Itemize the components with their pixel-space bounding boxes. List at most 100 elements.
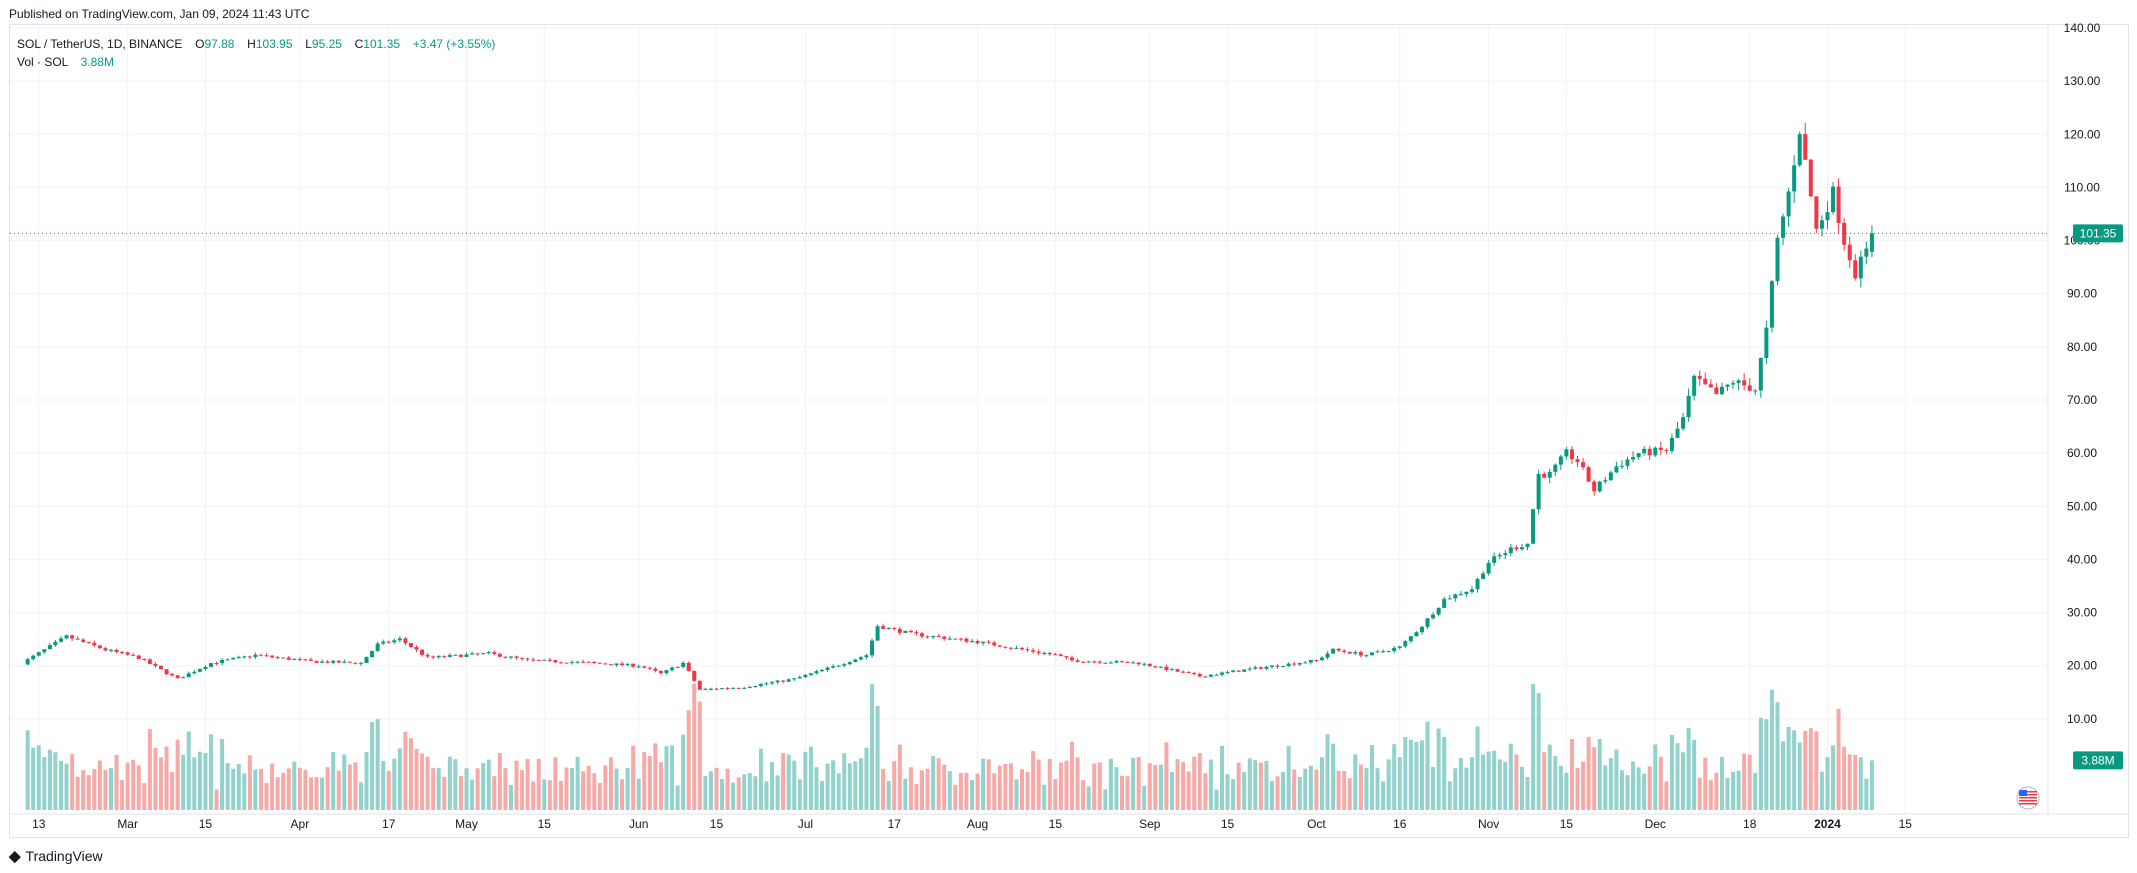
volume-bar — [1064, 760, 1069, 810]
candle-up — [753, 686, 758, 688]
volume-bar — [342, 754, 347, 810]
candle-up — [53, 641, 58, 646]
candle-up — [42, 649, 47, 653]
time-tick-label: 15 — [710, 817, 724, 831]
volume-bar — [975, 773, 980, 810]
candle-up — [820, 669, 825, 672]
candle-up — [931, 636, 936, 638]
volume-bar — [547, 780, 552, 810]
candle-up — [1431, 614, 1436, 619]
volume-bar — [531, 781, 536, 810]
volume-bar — [1275, 776, 1280, 810]
volume-bar — [125, 762, 130, 810]
volume-bar — [1392, 744, 1397, 810]
volume-bar — [1808, 728, 1813, 810]
volume-bar — [1075, 757, 1080, 810]
volume-bar — [725, 768, 730, 810]
candle-up — [1492, 556, 1497, 563]
candle-down — [414, 647, 419, 650]
candle-up — [1131, 662, 1136, 664]
candle-down — [1586, 467, 1591, 482]
candle-down — [1020, 647, 1025, 650]
candle-down — [120, 652, 125, 654]
volume-bar — [525, 759, 530, 810]
price-tick-label: 30.00 — [2067, 606, 2097, 620]
candle-up — [1208, 674, 1213, 677]
candle-up — [31, 655, 36, 660]
volume-bar — [964, 772, 969, 810]
volume-bar — [1636, 767, 1641, 810]
volume-bar — [31, 747, 36, 810]
candle-up — [203, 666, 208, 669]
volume-bar — [1797, 742, 1802, 810]
candle-up — [614, 663, 619, 666]
candle-up — [903, 630, 908, 633]
volume-bar — [1769, 689, 1774, 810]
candle-up — [1725, 384, 1730, 387]
legend-low: 95.25 — [311, 37, 342, 51]
volume-bar — [86, 775, 91, 810]
footer-branding[interactable]: ◆ TradingView — [9, 847, 103, 865]
volume-bar — [581, 771, 586, 810]
candle-down — [686, 662, 691, 671]
volume-bar — [81, 770, 86, 810]
candle-down — [986, 641, 991, 643]
grid — [10, 24, 2048, 814]
volume-bar — [986, 759, 991, 810]
candle-down — [1081, 661, 1086, 663]
volume-bar — [164, 746, 169, 810]
candle-up — [1436, 607, 1441, 615]
volume-bar — [381, 760, 386, 810]
candle-up — [1225, 671, 1230, 673]
price-tick-label: 130.00 — [2064, 74, 2101, 88]
candle-down — [503, 656, 508, 658]
candle-down — [1075, 660, 1080, 662]
volume-bar — [1453, 768, 1458, 810]
candle-down — [1047, 652, 1052, 655]
last-price-label: 101.35 — [2080, 226, 2117, 240]
volume-bar — [1131, 757, 1136, 810]
candle-up — [381, 641, 386, 644]
candle-up — [786, 679, 791, 682]
volume-bar — [208, 734, 213, 810]
volume-bar — [481, 763, 486, 810]
volume-bar — [358, 782, 363, 810]
chart-frame[interactable] — [9, 24, 2129, 838]
candle-down — [420, 649, 425, 655]
candle-down — [781, 680, 786, 682]
candle-down — [1703, 378, 1708, 385]
candle-up — [947, 638, 952, 640]
candle-down — [1120, 661, 1124, 663]
volume-bar — [631, 745, 636, 810]
candle-up — [1375, 651, 1380, 653]
candle-down — [714, 688, 719, 690]
volume-bar — [353, 762, 358, 810]
candle-up — [842, 664, 847, 666]
volume-bar — [1436, 728, 1441, 810]
volume-bar — [375, 719, 380, 810]
candle-down — [131, 654, 136, 656]
volume-bar — [720, 779, 725, 810]
candle-up — [242, 656, 247, 658]
volume-bar — [881, 768, 886, 810]
volume-bar — [931, 756, 936, 810]
time-tick-label: Jun — [629, 817, 648, 831]
volume-bar — [1803, 731, 1808, 810]
candle-up — [1786, 191, 1791, 217]
legend-low-label: L — [305, 37, 312, 51]
volume-bar — [914, 783, 919, 810]
volume-bar — [264, 782, 269, 810]
legend-close-label: C — [354, 37, 364, 51]
volume-bar — [1747, 754, 1752, 810]
candle-up — [192, 671, 197, 674]
candle-up — [1603, 480, 1608, 482]
price-tick-label: 10.00 — [2067, 712, 2097, 726]
volume-bar — [281, 772, 286, 810]
candle-down — [647, 667, 652, 669]
volume-bar — [1020, 769, 1025, 810]
candle-up — [1819, 220, 1824, 229]
candle-down — [1314, 659, 1319, 661]
time-tick-label: 17 — [382, 817, 396, 831]
candle-down — [997, 645, 1002, 647]
